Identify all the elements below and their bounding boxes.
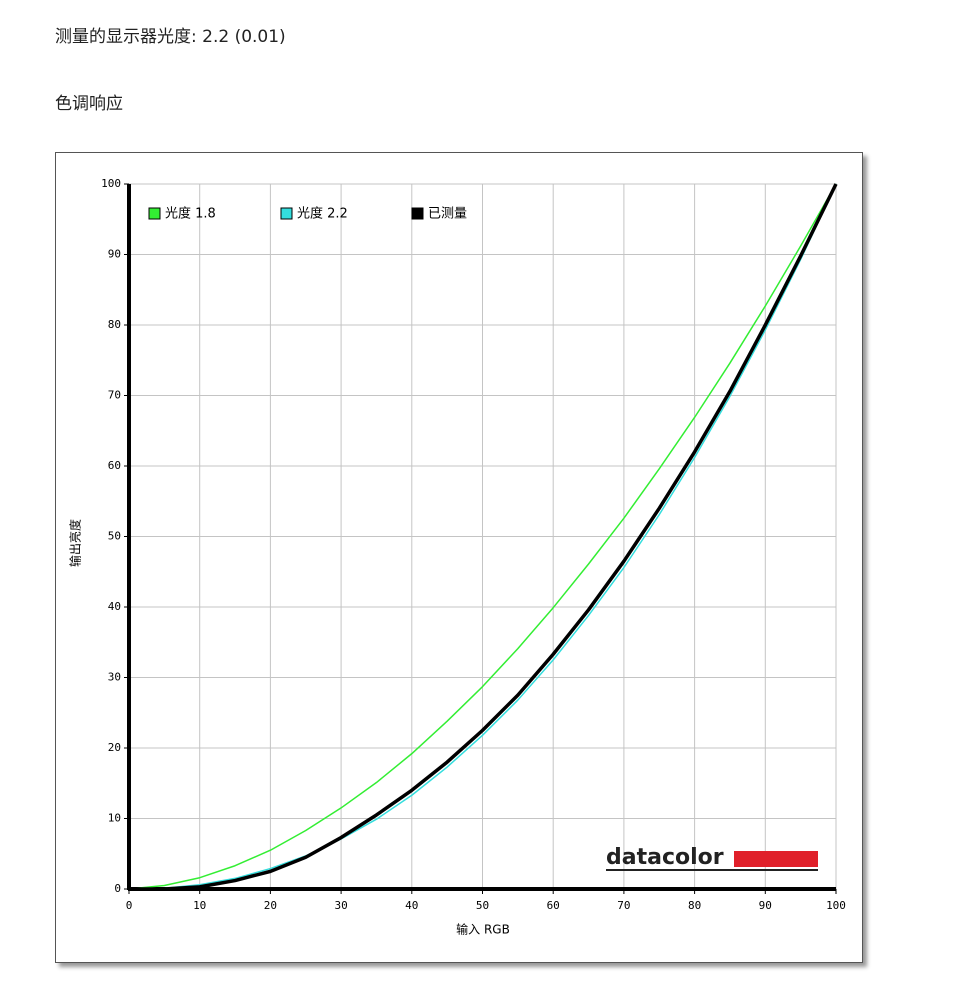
legend-label: 光度 2.2: [297, 206, 348, 222]
y-tick-label: 40: [108, 600, 121, 613]
x-tick-label: 50: [476, 899, 489, 912]
y-tick-label: 80: [108, 318, 121, 331]
x-tick-label: 10: [193, 899, 206, 912]
page-title: 测量的显示器光度: 2.2 (0.01): [55, 27, 286, 47]
series-line: [128, 183, 837, 890]
legend-label: 已测量: [428, 207, 467, 222]
y-tick-label: 30: [108, 671, 121, 684]
x-axis-label: 输入 RGB: [456, 922, 510, 937]
legend-swatch: [280, 207, 293, 220]
x-tick-label: 60: [547, 899, 560, 912]
x-tick-label: 80: [688, 899, 701, 912]
x-tick-label: 30: [334, 899, 347, 912]
y-tick-label: 50: [108, 530, 121, 543]
x-tick-label: 40: [405, 899, 418, 912]
series-line: [128, 183, 837, 890]
chart-frame: 输出亮度 输入 RGB 0 10 20 30 40 50 60 70 80 90 100 0 10 20 3…: [55, 152, 863, 963]
x-tick-label: 0: [126, 899, 133, 912]
legend-swatch: [411, 207, 424, 220]
y-tick-label: 70: [108, 389, 121, 402]
y-tick-label: 100: [101, 177, 121, 190]
logo: datacolor: [606, 845, 724, 870]
legend-label: 光度 1.8: [165, 206, 216, 222]
x-tick-label: 100: [826, 899, 846, 912]
y-tick-label: 60: [108, 459, 121, 472]
section-title: 色调响应: [55, 94, 123, 114]
y-axis-label: 输出亮度: [68, 519, 83, 567]
x-tick-label: 20: [264, 899, 277, 912]
series-line: [129, 183, 838, 891]
chart: 输出亮度 输入 RGB 0 10 20 30 40 50 60 70 80 90 100 0 10 20 3…: [68, 177, 846, 937]
y-tick-label: 20: [108, 741, 121, 754]
y-tick-label: 90: [108, 248, 121, 261]
y-tick-label: 0: [114, 882, 121, 895]
x-tick-label: 70: [617, 899, 630, 912]
x-tick-label: 90: [759, 899, 772, 912]
legend-swatch: [148, 207, 161, 220]
logo-bar: [734, 851, 818, 867]
y-tick-label: 10: [108, 812, 121, 825]
